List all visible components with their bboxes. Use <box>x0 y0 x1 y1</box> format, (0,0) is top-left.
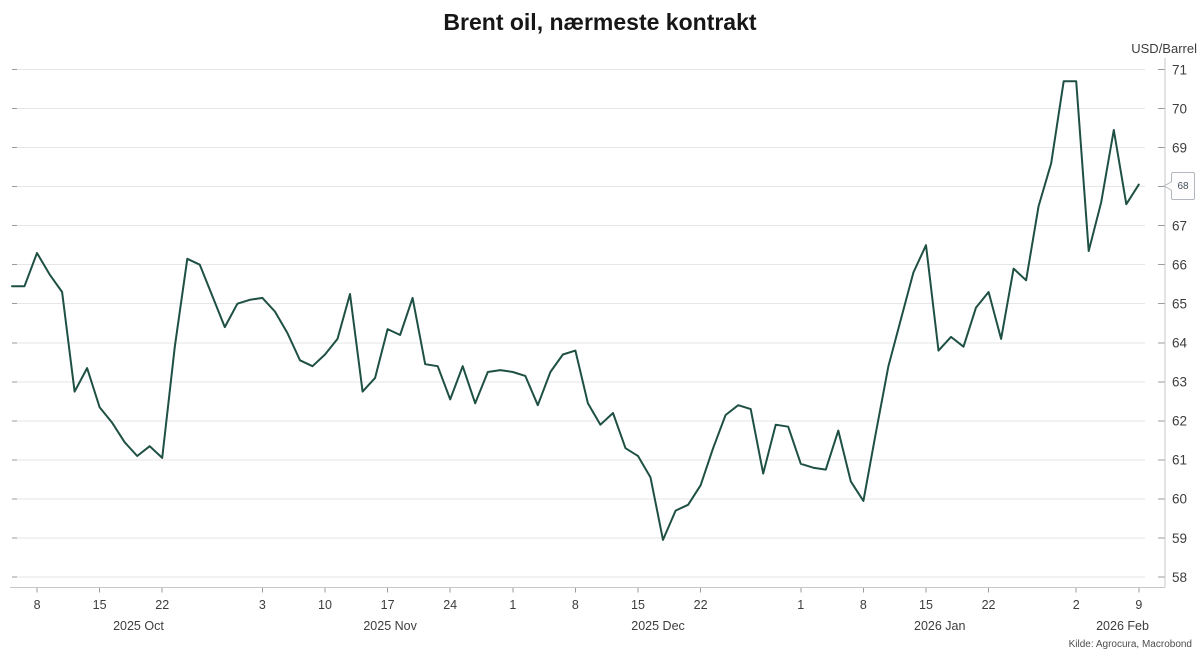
x-tick-label: 8 <box>572 598 579 612</box>
last-value-label: 68 <box>1177 180 1189 192</box>
x-tick-label: 9 <box>1135 598 1142 612</box>
month-label: 2025 Dec <box>631 619 685 633</box>
x-tick-label: 15 <box>631 598 645 612</box>
y-tick-label: 63 <box>1172 375 1187 390</box>
y-tick-label: 59 <box>1172 531 1187 546</box>
x-tick-label: 1 <box>509 598 516 612</box>
y-tick-label: 69 <box>1172 140 1187 155</box>
x-tick-label: 3 <box>259 598 266 612</box>
x-tick-label: 2 <box>1073 598 1080 612</box>
y-tick-label: 62 <box>1172 414 1187 429</box>
x-tick-label: 8 <box>34 598 41 612</box>
x-tick-label: 8 <box>860 598 867 612</box>
x-tick-label: 24 <box>443 598 457 612</box>
x-tick-label: 15 <box>919 598 933 612</box>
x-tick-label: 22 <box>982 598 996 612</box>
month-label: 2026 Feb <box>1096 619 1149 633</box>
x-tick-label: 22 <box>694 598 708 612</box>
x-tick-label: 10 <box>318 598 332 612</box>
y-tick-label: 64 <box>1172 336 1188 351</box>
x-tick-label: 17 <box>381 598 395 612</box>
y-tick-label: 65 <box>1172 297 1187 312</box>
chart-title: Brent oil, nærmeste kontrakt <box>443 9 757 35</box>
y-tick-label: 71 <box>1172 62 1187 77</box>
y-tick-label: 58 <box>1172 570 1187 585</box>
last-value-callout: 68 <box>1163 172 1195 200</box>
month-label: 2025 Nov <box>363 619 417 633</box>
month-label: 2026 Jan <box>914 619 965 633</box>
price-line <box>11 80 1140 541</box>
y-axis-unit-label: USD/Barrel <box>1131 41 1197 56</box>
x-tick-label: 22 <box>155 598 169 612</box>
y-tick-label: 60 <box>1172 492 1187 507</box>
y-tick-label: 70 <box>1172 101 1187 116</box>
y-tick-label: 66 <box>1172 257 1187 272</box>
x-tick-label: 15 <box>93 598 107 612</box>
y-tick-label: 61 <box>1172 453 1187 468</box>
month-label: 2025 Oct <box>113 619 164 633</box>
x-tick-label: 1 <box>797 598 804 612</box>
y-tick-label: 67 <box>1172 218 1187 233</box>
source-attribution: Kilde: Agrocura, Macrobond <box>1068 639 1192 650</box>
